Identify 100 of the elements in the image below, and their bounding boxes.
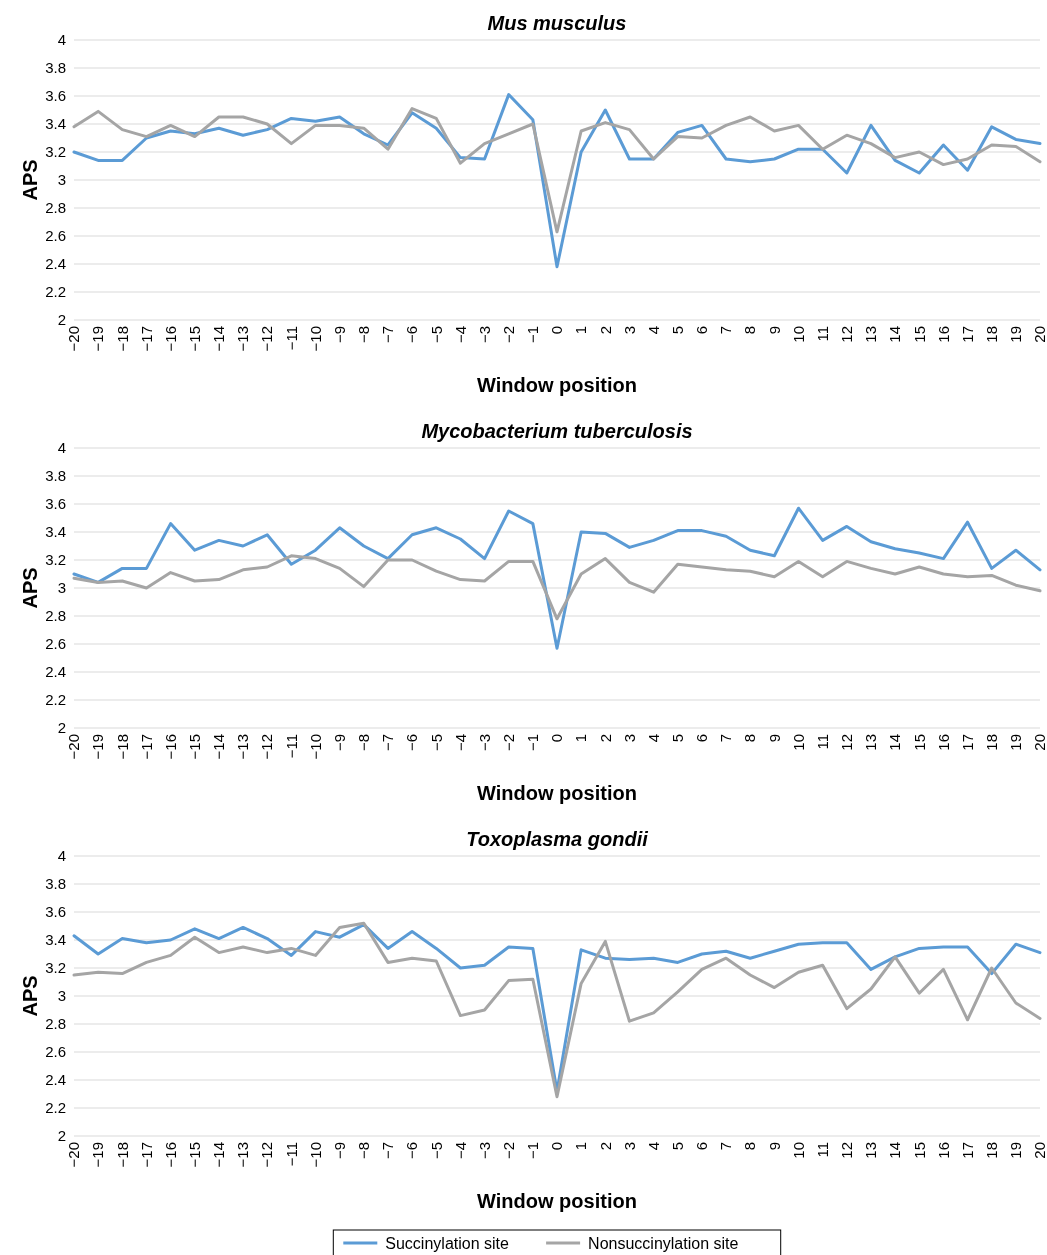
x-tick-label: −8 — [355, 734, 373, 752]
x-tick-label: −7 — [379, 1142, 397, 1160]
x-tick-label: 17 — [958, 734, 976, 751]
x-tick-label: −2 — [499, 326, 517, 344]
y-axis-title: APS — [19, 975, 41, 1017]
y-tick-label: 2.4 — [45, 663, 66, 681]
x-tick-label: −12 — [258, 326, 276, 352]
x-tick-label: 7 — [717, 326, 735, 335]
y-tick-label: 3.8 — [45, 467, 66, 485]
y-tick-label: 2.4 — [45, 255, 66, 273]
y-tick-label: 3.4 — [45, 523, 66, 541]
y-tick-label: 3.2 — [45, 143, 66, 161]
x-axis-title: Window position — [477, 1190, 637, 1212]
x-tick-label: 14 — [886, 734, 904, 751]
x-tick-label: 18 — [982, 1142, 1000, 1159]
x-tick-label: 5 — [669, 326, 686, 335]
y-tick-label: 4 — [57, 847, 66, 865]
x-tick-label: −16 — [161, 1142, 179, 1168]
x-tick-label: −5 — [427, 1142, 445, 1160]
x-tick-label: −13 — [234, 734, 252, 760]
x-tick-label: −12 — [258, 1142, 276, 1168]
line-series — [72, 506, 1042, 650]
x-tick-label: 15 — [910, 734, 928, 751]
legend-label: Succinylation site — [385, 1234, 510, 1252]
x-tick-label: −8 — [355, 1142, 373, 1160]
y-axis-title: APS — [19, 567, 41, 609]
x-tick-label: −18 — [113, 326, 131, 352]
y-tick-label: 4 — [57, 439, 66, 457]
x-tick-label: 7 — [717, 734, 735, 743]
x-tick-label: 3 — [620, 734, 638, 743]
x-tick-label: 9 — [765, 1142, 783, 1151]
x-tick-label: 16 — [934, 734, 952, 751]
x-tick-label: 12 — [838, 326, 856, 343]
x-tick-label: −1 — [524, 1142, 542, 1160]
x-tick-label: 19 — [1007, 1142, 1025, 1159]
chart-title: Mycobacterium tuberculosis — [421, 420, 693, 442]
x-tick-label: 1 — [572, 734, 590, 743]
x-tick-label: 11 — [813, 734, 831, 750]
x-tick-label: −9 — [330, 326, 348, 344]
y-tick-label: 3.4 — [45, 115, 66, 133]
x-tick-label: 13 — [862, 734, 880, 751]
x-tick-label: 8 — [741, 326, 759, 335]
y-tick-label: 2.2 — [45, 1099, 66, 1117]
x-tick-label: 9 — [765, 326, 783, 335]
x-tick-label: −7 — [379, 326, 397, 344]
x-tick-label: −18 — [113, 734, 131, 760]
x-tick-label: −4 — [451, 326, 469, 344]
x-tick-label: 12 — [838, 734, 856, 751]
x-tick-label: 5 — [669, 734, 686, 743]
x-tick-label: −11 — [282, 326, 300, 351]
line-series — [72, 554, 1042, 621]
x-tick-label: −19 — [89, 326, 107, 352]
y-axis-title: APS — [19, 159, 41, 201]
x-tick-label: −12 — [258, 734, 276, 760]
y-tick-label: 3.2 — [45, 551, 66, 569]
x-tick-label: 13 — [862, 326, 880, 343]
y-tick-label: 3.6 — [45, 87, 66, 105]
x-tick-label: −11 — [282, 734, 300, 759]
x-tick-label: −20 — [65, 326, 83, 352]
x-tick-label: −10 — [306, 734, 324, 760]
x-tick-label: −14 — [210, 326, 228, 352]
x-tick-label: −15 — [186, 734, 203, 760]
chart-title: Mus musculus — [487, 12, 627, 34]
x-tick-label: 4 — [644, 734, 662, 743]
y-tick-label: 3.4 — [45, 931, 66, 949]
x-tick-label: −19 — [89, 1142, 107, 1168]
y-tick-label: 2.8 — [45, 199, 66, 217]
x-tick-label: −19 — [89, 734, 107, 760]
x-tick-label: −1 — [524, 734, 542, 752]
x-tick-label: 3 — [620, 1142, 638, 1151]
x-tick-label: −7 — [379, 734, 397, 752]
x-tick-label: 13 — [862, 1142, 880, 1159]
x-tick-label: 14 — [886, 326, 904, 343]
x-tick-label: −15 — [186, 1142, 203, 1168]
x-tick-label: 19 — [1007, 326, 1025, 343]
x-tick-label: 1 — [572, 326, 590, 335]
x-tick-label: −18 — [113, 1142, 131, 1168]
x-tick-label: 18 — [982, 734, 1000, 751]
x-tick-label: 11 — [813, 326, 831, 342]
x-tick-label: −3 — [475, 734, 493, 752]
x-tick-label: 0 — [548, 734, 566, 743]
x-tick-label: 10 — [789, 734, 807, 751]
y-tick-label: 3.8 — [45, 59, 66, 77]
x-tick-label: −4 — [451, 734, 469, 752]
x-tick-label: −6 — [403, 734, 421, 752]
x-tick-label: 17 — [958, 326, 976, 343]
x-tick-label: 9 — [765, 734, 783, 743]
x-tick-label: 0 — [548, 326, 566, 335]
x-tick-label: −9 — [330, 1142, 348, 1160]
y-tick-label: 2.6 — [45, 227, 66, 245]
x-tick-label: −20 — [65, 734, 83, 760]
x-axis-title: Window position — [477, 374, 637, 396]
x-tick-label: −14 — [210, 734, 228, 760]
x-tick-label: 6 — [693, 326, 711, 335]
chart-title: Toxoplasma gondii — [466, 828, 649, 850]
x-tick-label: 8 — [741, 734, 759, 743]
x-tick-label: −20 — [65, 1142, 83, 1168]
y-tick-label: 3 — [57, 171, 66, 189]
y-tick-label: 3.8 — [45, 875, 66, 893]
y-tick-label: 2.4 — [45, 1071, 66, 1089]
